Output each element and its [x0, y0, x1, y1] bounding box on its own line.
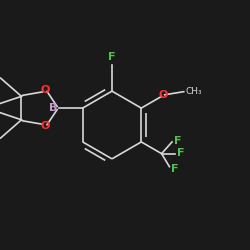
- Text: O: O: [40, 85, 50, 95]
- Text: B: B: [49, 103, 57, 113]
- Text: O: O: [158, 90, 168, 100]
- Text: F: F: [108, 52, 116, 62]
- Text: F: F: [177, 148, 184, 158]
- Text: CH₃: CH₃: [185, 87, 202, 96]
- Text: O: O: [40, 121, 50, 131]
- Text: F: F: [171, 164, 178, 174]
- Text: F: F: [174, 136, 182, 146]
